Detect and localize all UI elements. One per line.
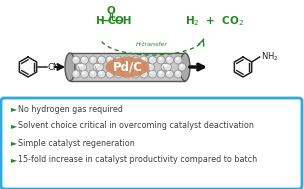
Circle shape [178,63,186,71]
Circle shape [132,70,140,78]
Circle shape [95,63,103,71]
Text: —: — [100,16,110,26]
Circle shape [132,56,140,64]
Text: H-transfer: H-transfer [136,42,168,46]
Circle shape [112,63,120,71]
Text: CN: CN [47,63,59,71]
Ellipse shape [180,53,190,81]
Circle shape [72,70,80,78]
Text: No hydrogen gas required: No hydrogen gas required [18,105,123,114]
Circle shape [165,70,174,78]
Circle shape [144,63,152,71]
Text: ►: ► [11,139,17,147]
Text: —: — [112,16,122,26]
Text: ►: ► [11,122,17,130]
Text: ►: ► [11,156,17,164]
Circle shape [157,56,165,64]
Circle shape [76,63,84,71]
Circle shape [93,63,101,71]
Circle shape [164,63,171,71]
Text: O: O [107,6,116,16]
Ellipse shape [65,53,75,81]
Circle shape [78,63,87,71]
Circle shape [130,63,137,71]
FancyBboxPatch shape [1,98,302,189]
Circle shape [115,70,123,78]
Circle shape [123,56,131,64]
Circle shape [115,56,123,64]
Bar [70,53,185,81]
Circle shape [106,56,114,64]
Text: Solvent choice critical in overcoming catalyst deactivation: Solvent choice critical in overcoming ca… [18,122,254,130]
Circle shape [174,56,182,64]
Text: 15-fold increase in catalyst productivity compared to batch: 15-fold increase in catalyst productivit… [18,156,257,164]
Circle shape [148,56,157,64]
Text: H$_2$  +  CO$_2$: H$_2$ + CO$_2$ [185,14,244,28]
Text: NH$_2$: NH$_2$ [261,51,278,63]
Circle shape [127,63,135,71]
Text: H: H [96,16,104,26]
Circle shape [89,56,97,64]
Circle shape [123,70,131,78]
Circle shape [161,63,169,71]
Circle shape [157,70,165,78]
Circle shape [98,56,105,64]
Circle shape [81,56,88,64]
Circle shape [72,56,80,64]
Text: C: C [107,16,115,26]
Circle shape [98,70,105,78]
Circle shape [106,70,114,78]
Circle shape [89,70,97,78]
Circle shape [174,70,182,78]
Text: ►: ► [11,105,17,114]
Circle shape [81,70,88,78]
Circle shape [140,56,148,64]
Text: OH: OH [114,16,132,26]
Circle shape [147,63,154,71]
Text: Pd/C: Pd/C [112,60,143,74]
Circle shape [148,70,157,78]
Circle shape [165,56,174,64]
Circle shape [140,70,148,78]
Ellipse shape [105,57,150,77]
Circle shape [110,63,118,71]
Text: Simple catalyst regeneration: Simple catalyst regeneration [18,139,135,147]
